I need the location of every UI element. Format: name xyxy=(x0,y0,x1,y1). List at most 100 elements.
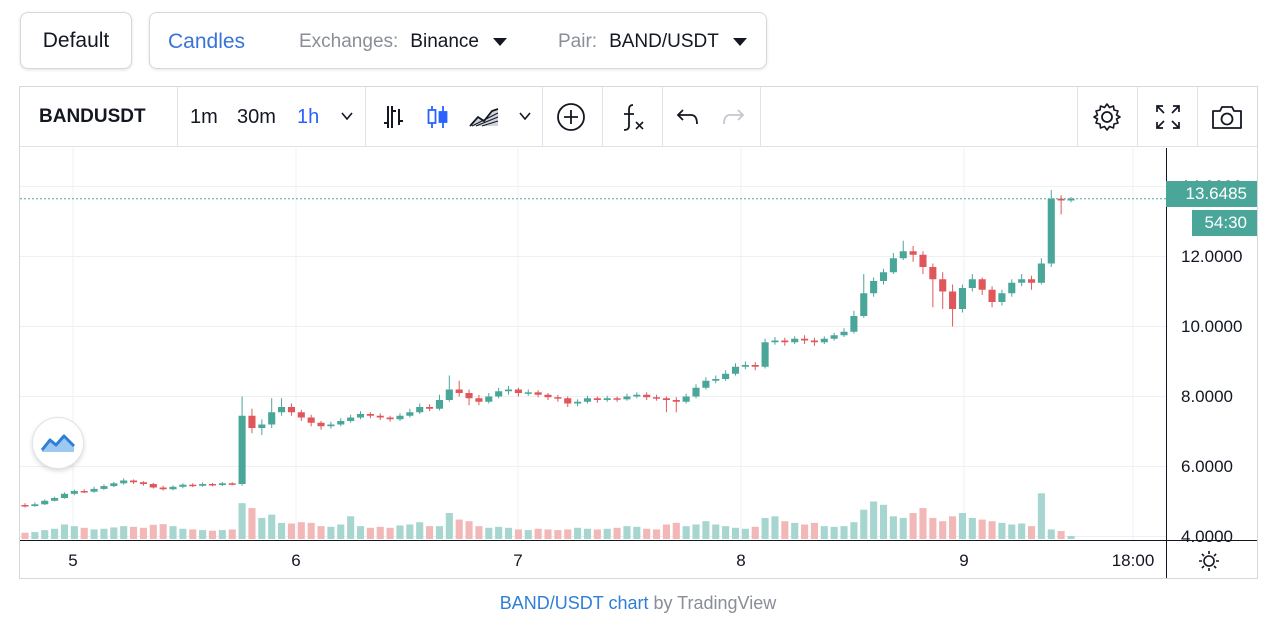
candle-body xyxy=(722,373,730,379)
volume-bar xyxy=(218,530,226,539)
gear-icon[interactable] xyxy=(1087,97,1127,137)
volume-bar xyxy=(337,524,345,539)
candle-body xyxy=(317,422,325,427)
volume-bar xyxy=(672,522,680,539)
candle-body xyxy=(41,500,49,505)
candle-body xyxy=(781,340,789,343)
camera-icon[interactable] xyxy=(1207,97,1247,137)
candle-body xyxy=(199,484,207,486)
redo-icon[interactable] xyxy=(713,97,753,137)
candle-body xyxy=(416,407,424,413)
volume-bar xyxy=(722,526,730,539)
volume-bar xyxy=(376,526,384,539)
volume-bar xyxy=(297,522,305,539)
volume-bar xyxy=(327,526,335,539)
volume-bar xyxy=(899,517,907,539)
interval-30m[interactable]: 30m xyxy=(237,105,276,128)
chart-widget: BANDUSDT 1m 30m 1h xyxy=(19,86,1258,579)
pair-label: Pair: xyxy=(558,30,598,52)
volume-bar xyxy=(554,530,562,539)
price-tick-label: 12.0000 xyxy=(1181,246,1243,266)
volume-bar xyxy=(860,509,868,539)
candle-body xyxy=(929,267,937,280)
volume-bar xyxy=(830,526,838,539)
candle-body xyxy=(643,394,651,398)
pair-selector[interactable]: Pair: BAND/USDT xyxy=(558,13,747,70)
chevron-down-icon[interactable] xyxy=(340,109,354,123)
candle-body xyxy=(159,487,167,490)
candle-body xyxy=(810,340,818,343)
chart-toolbar: BANDUSDT 1m 30m 1h xyxy=(20,87,1257,147)
fullscreen-icon[interactable] xyxy=(1148,97,1188,137)
exchange-selector[interactable]: Exchanges: Binance xyxy=(299,13,507,70)
volume-bar xyxy=(60,524,69,539)
caret-down-icon xyxy=(492,37,507,46)
top-bar: Default Candles Exchanges: Binance Pair:… xyxy=(0,0,1280,80)
volume-bar xyxy=(574,527,582,539)
volume-bar xyxy=(416,522,424,539)
volume-bar xyxy=(909,513,917,539)
candle-body xyxy=(751,365,759,367)
area-chart-icon[interactable] xyxy=(464,97,504,137)
candle-body xyxy=(189,484,197,487)
attribution-link[interactable]: BAND/USDT chart xyxy=(499,593,649,613)
time-axis[interactable]: 5 6 7 8 9 18:00 xyxy=(20,540,1257,578)
volume-bar xyxy=(504,527,513,539)
candle-body xyxy=(574,401,582,404)
time-tick-label: 5 xyxy=(68,551,78,570)
price-tick-label: 10.0000 xyxy=(1181,316,1243,336)
interval-1m[interactable]: 1m xyxy=(190,105,218,128)
candlestick-icon[interactable] xyxy=(417,97,457,137)
candle-body xyxy=(435,400,444,409)
sun-icon[interactable] xyxy=(1198,550,1220,577)
volume-bar xyxy=(268,514,276,539)
candle-body xyxy=(278,407,286,413)
volume-bar xyxy=(919,508,927,539)
candle-body xyxy=(297,412,305,418)
candle-body xyxy=(731,366,740,374)
candle-body xyxy=(889,258,897,273)
volume-bar xyxy=(958,513,967,539)
default-button[interactable]: Default xyxy=(20,12,132,69)
volume-bar xyxy=(929,517,937,539)
candle-body xyxy=(327,424,335,427)
candle-body xyxy=(238,415,246,484)
candle-body xyxy=(70,491,78,494)
volume-bar xyxy=(51,528,59,539)
candles-tab[interactable]: Candles xyxy=(168,29,246,53)
volume-bar xyxy=(1037,493,1045,539)
toolbar-divider xyxy=(1137,87,1138,147)
countdown-tag: 54:30 xyxy=(1192,210,1257,236)
candle-body xyxy=(396,415,404,420)
add-indicator-icon[interactable] xyxy=(551,97,591,137)
candle-body xyxy=(554,397,562,399)
volume-bar xyxy=(623,526,631,539)
interval-1h[interactable]: 1h xyxy=(297,105,320,128)
toolbar-divider xyxy=(1197,87,1198,147)
candle-body xyxy=(169,486,177,490)
candle-body xyxy=(879,272,888,281)
candle-body xyxy=(51,498,59,501)
volume-bar xyxy=(317,526,325,539)
toolbar-divider xyxy=(542,87,543,147)
symbol-name[interactable]: BANDUSDT xyxy=(39,106,146,127)
bar-chart-icon[interactable] xyxy=(373,97,413,137)
function-icon[interactable] xyxy=(612,97,652,137)
candle-body xyxy=(820,338,828,343)
candle-body xyxy=(445,389,453,400)
tradingview-logo-icon[interactable] xyxy=(32,417,84,469)
volume-bar xyxy=(712,524,720,539)
volume-bar xyxy=(21,532,29,539)
chevron-down-icon[interactable] xyxy=(518,109,532,123)
undo-icon[interactable] xyxy=(668,97,708,137)
time-tick-label: 8 xyxy=(736,551,746,570)
candle-body xyxy=(287,407,295,413)
price-plot[interactable] xyxy=(20,148,1166,540)
volume-bar xyxy=(129,526,138,539)
time-tick-label: 18:00 xyxy=(1111,551,1155,570)
volume-bar xyxy=(524,530,532,539)
volume-bar xyxy=(879,504,888,539)
candle-body xyxy=(988,289,996,302)
candle-body xyxy=(692,387,700,397)
volume-bar xyxy=(692,524,700,539)
